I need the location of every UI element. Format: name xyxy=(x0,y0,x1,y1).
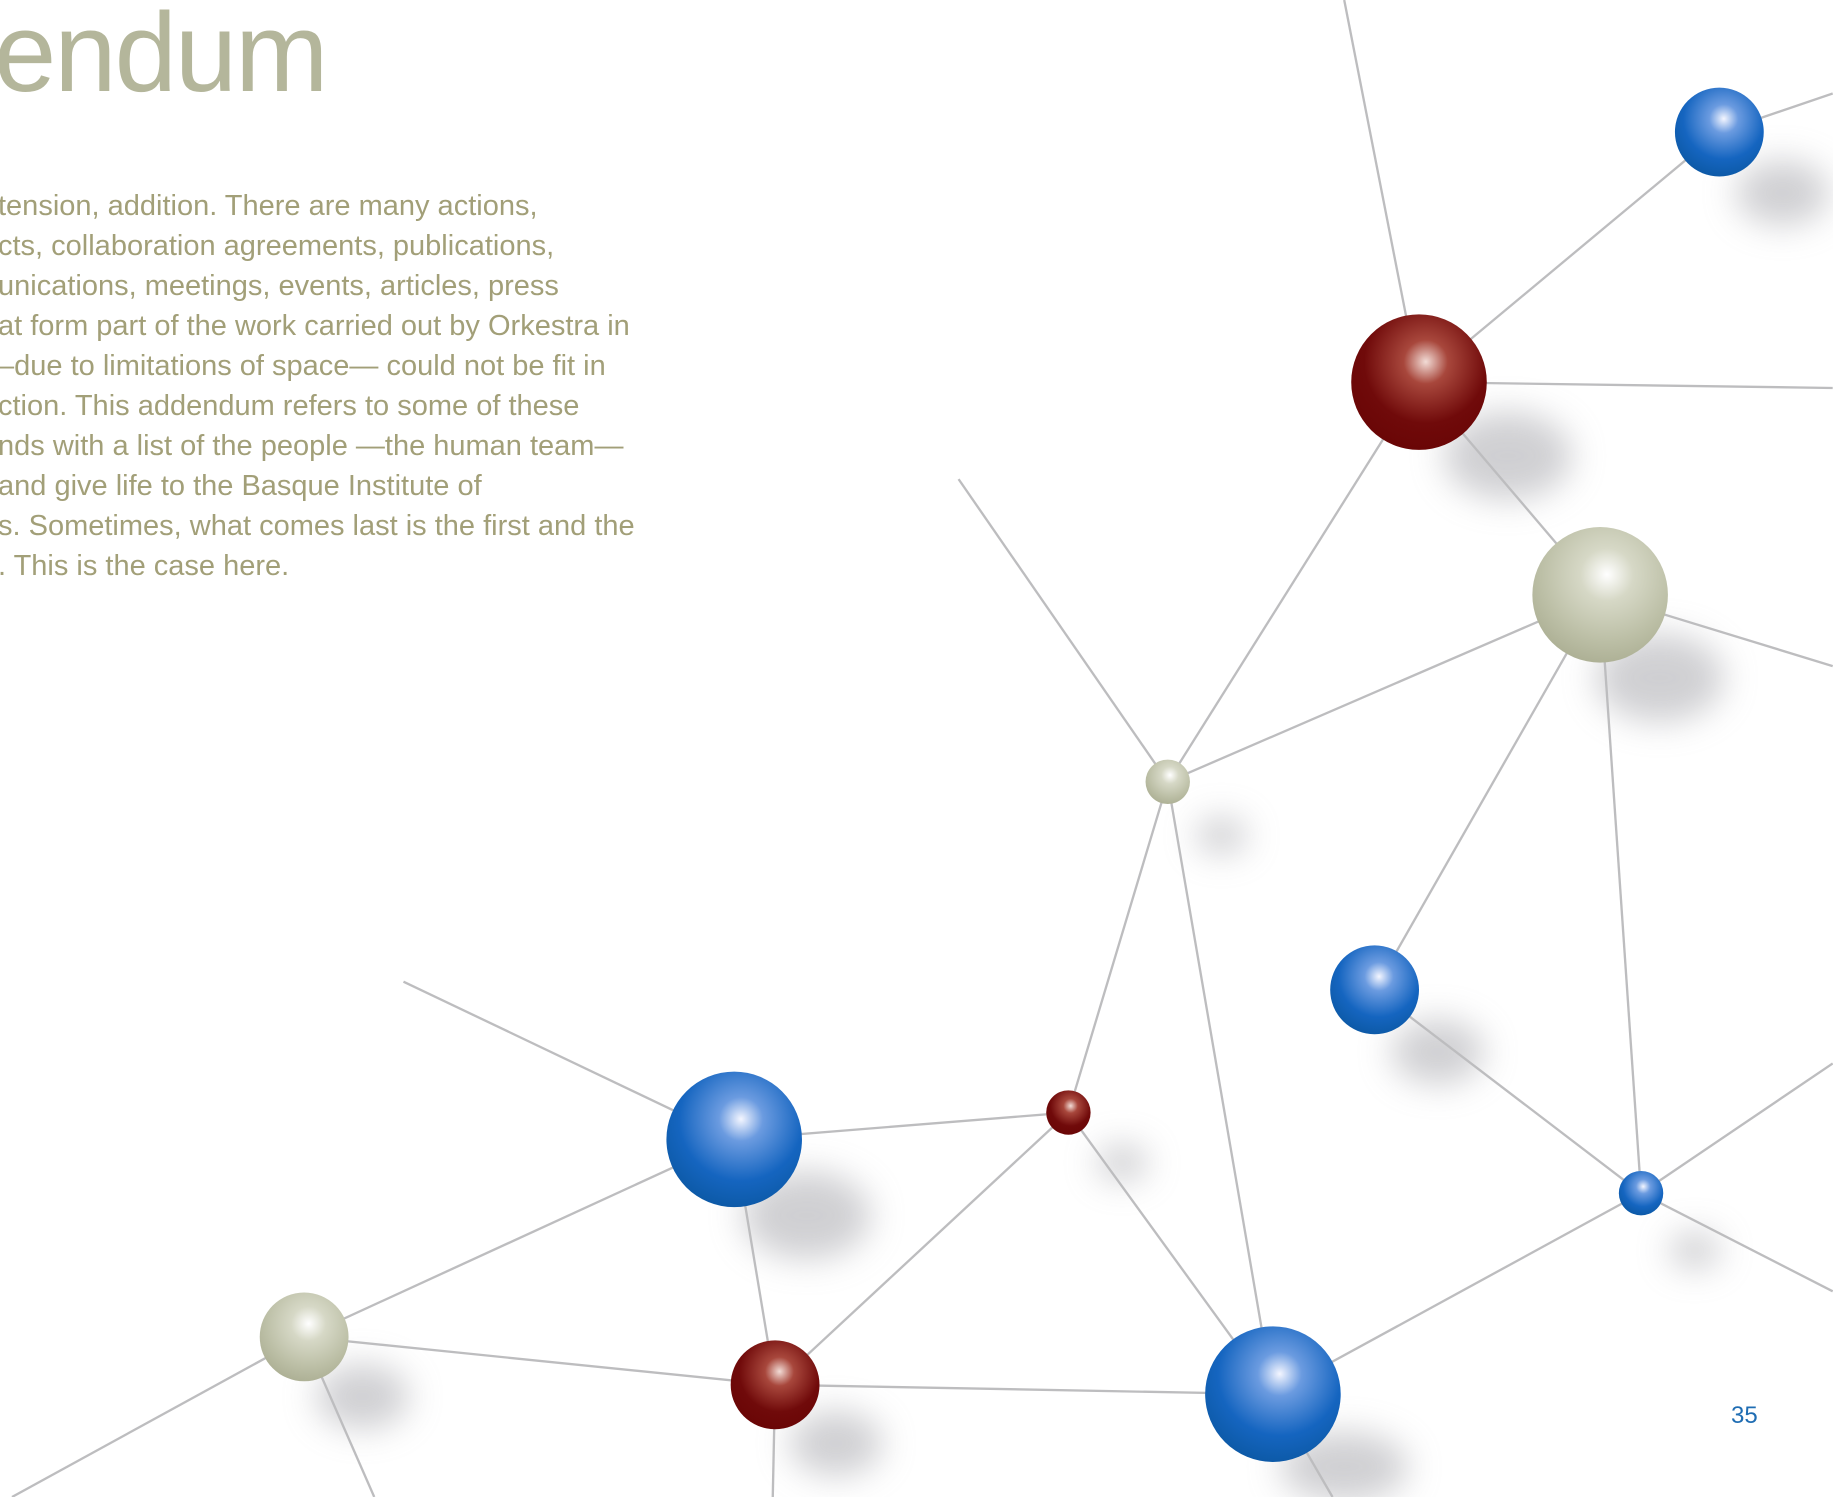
body-text: tension, addition. There are many action… xyxy=(0,186,635,586)
text-line: s. Sometimes, what comes last is the fir… xyxy=(0,506,635,546)
page: endum tension, addition. There are many … xyxy=(0,0,1833,1497)
text-line: unications, meetings, events, articles, … xyxy=(0,266,635,306)
text-line: –due to limitations of space— could not … xyxy=(0,346,635,386)
text-line: tension, addition. There are many action… xyxy=(0,186,635,226)
text-line: . This is the case here. xyxy=(0,546,635,586)
heading: endum xyxy=(0,0,326,117)
text-line: at form part of the work carried out by … xyxy=(0,306,635,346)
page-number: 35 xyxy=(1731,1402,1758,1430)
text-line: nds with a list of the people —the human… xyxy=(0,426,635,466)
text-line: cts, collaboration agreements, publicati… xyxy=(0,226,635,266)
text-line: and give life to the Basque Institute of xyxy=(0,466,635,506)
text-line: ction. This addendum refers to some of t… xyxy=(0,386,635,426)
